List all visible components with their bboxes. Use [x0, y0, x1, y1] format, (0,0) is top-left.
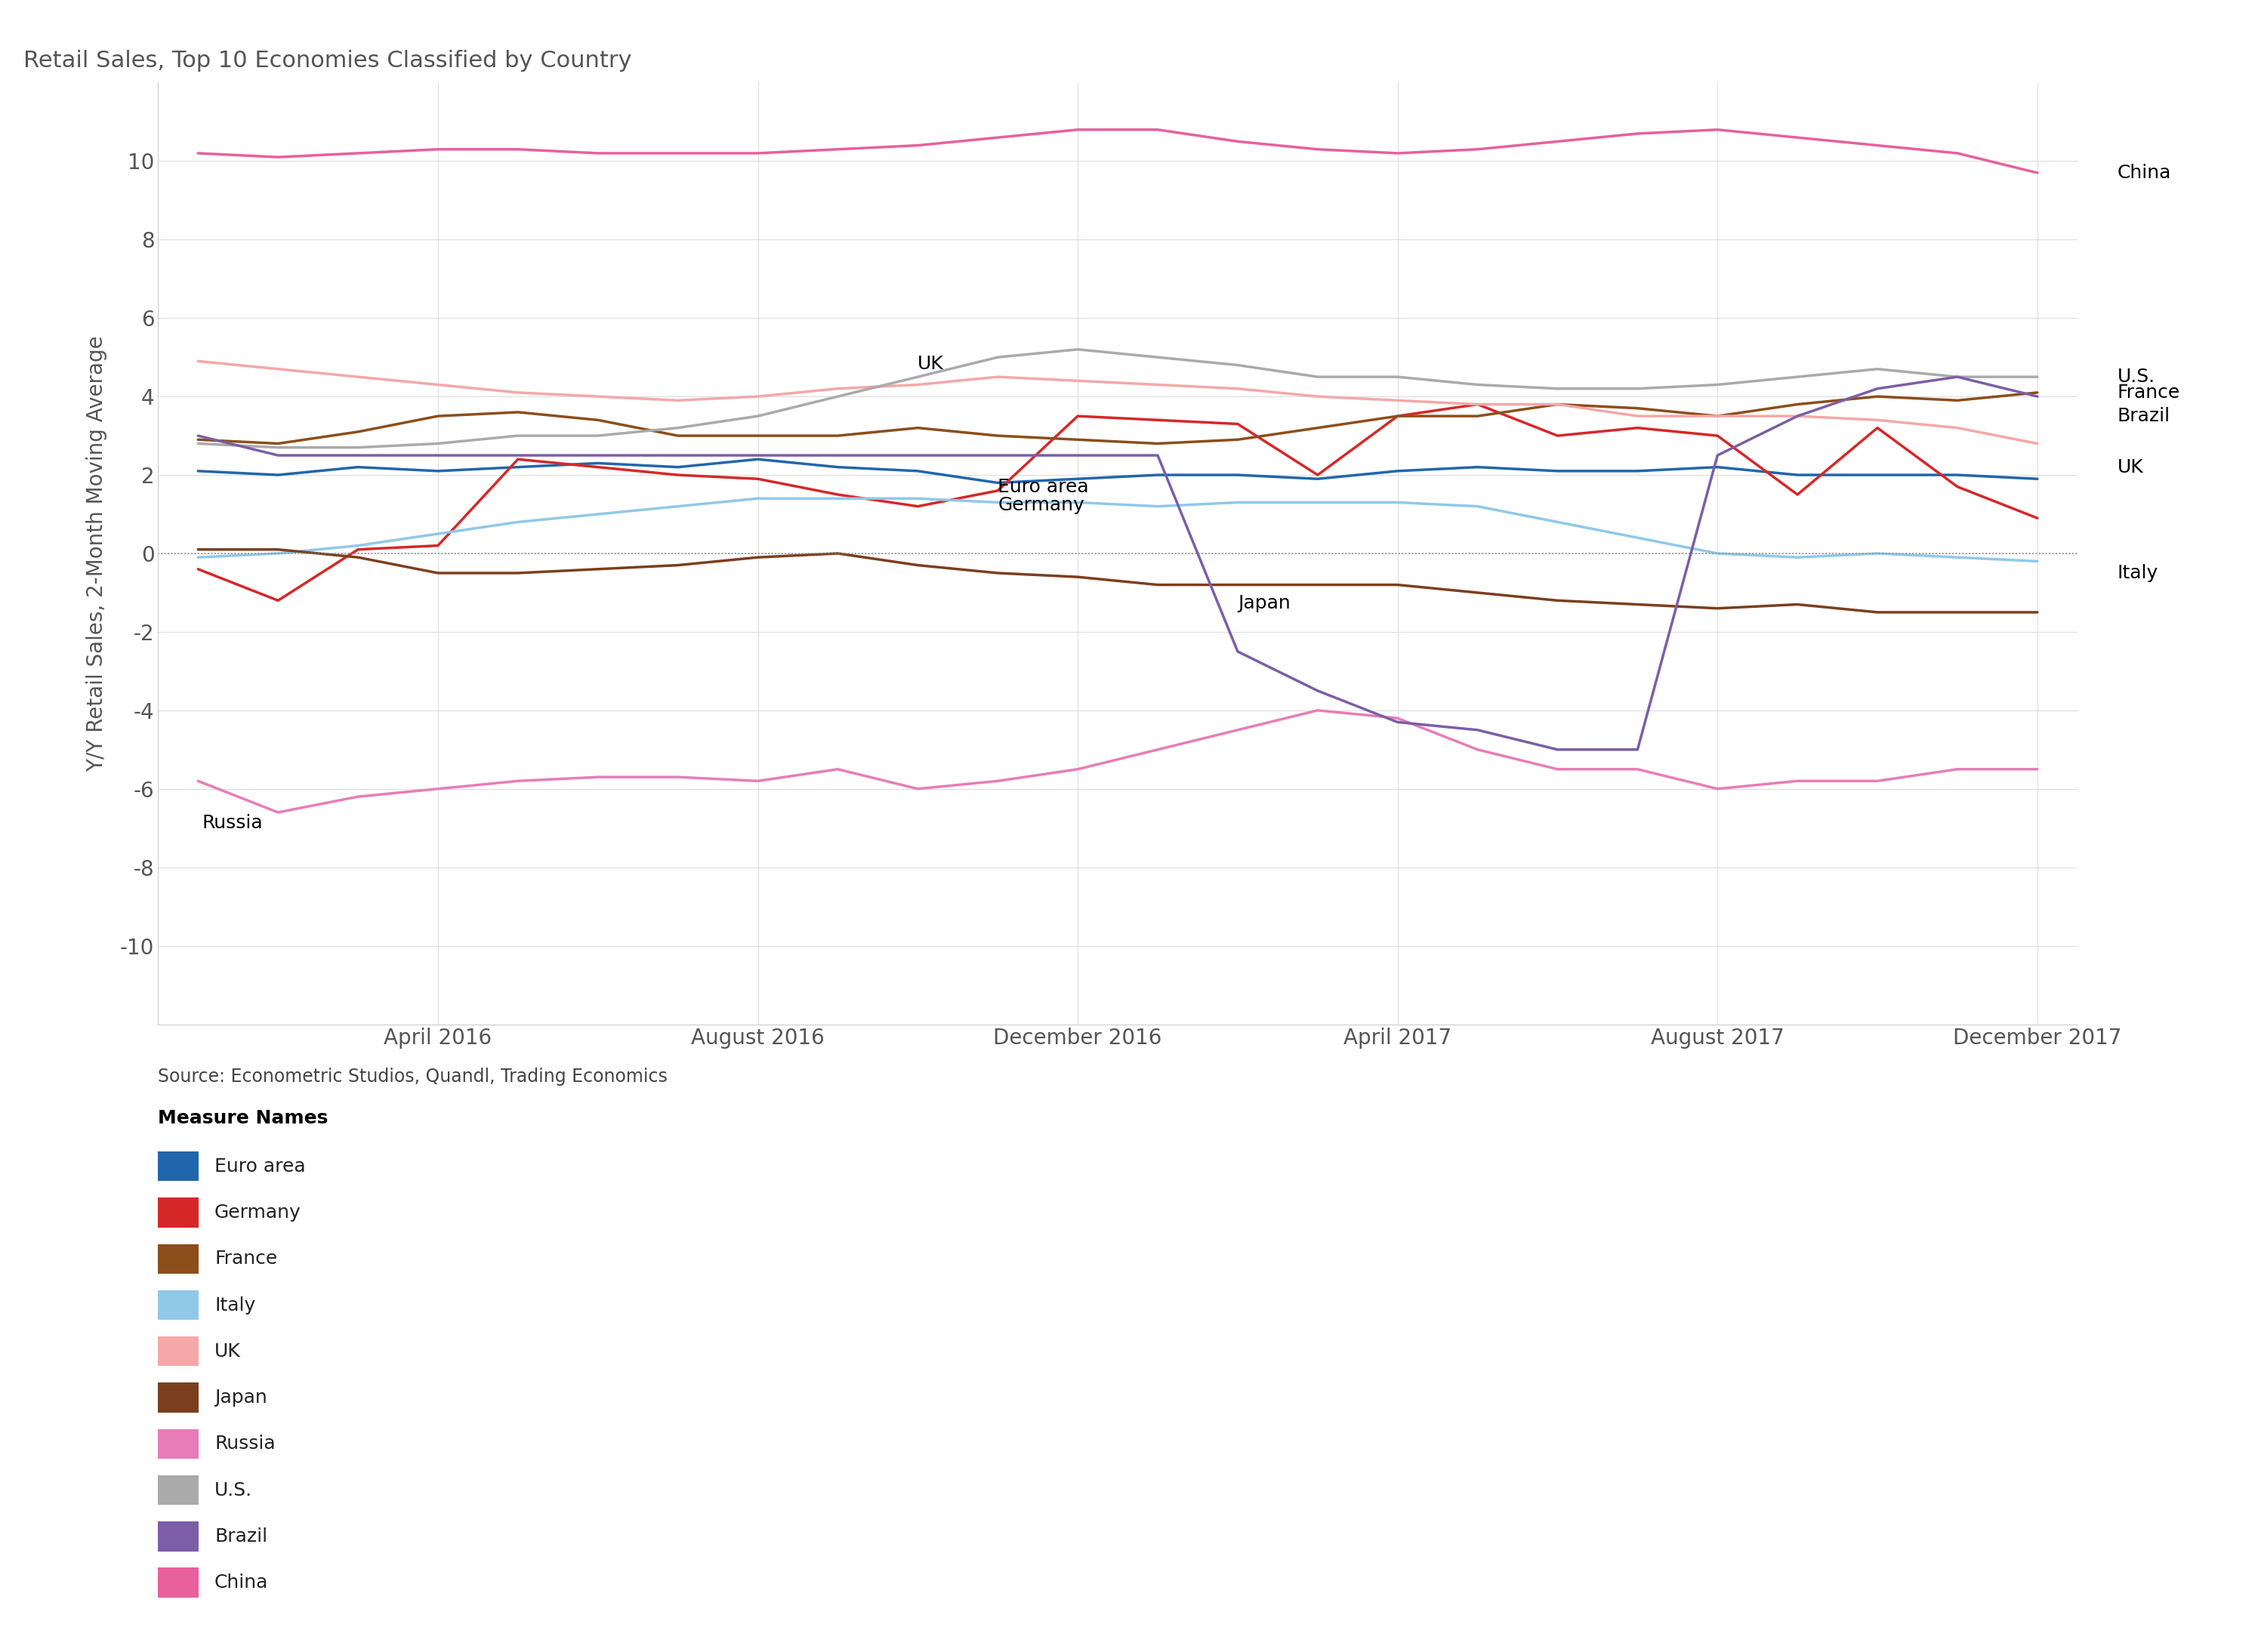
- Text: Russia: Russia: [215, 1436, 275, 1452]
- Text: Brazil: Brazil: [2118, 406, 2170, 425]
- Text: U.S.: U.S.: [215, 1482, 253, 1498]
- Text: Italy: Italy: [215, 1297, 255, 1313]
- Y-axis label: Y/Y Retail Sales, 2-Month Moving Average: Y/Y Retail Sales, 2-Month Moving Average: [86, 335, 108, 771]
- Text: France: France: [2118, 383, 2181, 401]
- Text: Germany: Germany: [998, 496, 1084, 514]
- Text: U.S.: U.S.: [2118, 368, 2154, 387]
- Text: Brazil: Brazil: [215, 1528, 266, 1545]
- Text: Russia: Russia: [201, 814, 262, 833]
- Text: UK: UK: [2118, 458, 2143, 476]
- Text: UK: UK: [215, 1343, 242, 1360]
- Text: Italy: Italy: [2118, 563, 2159, 582]
- Text: Japan: Japan: [1237, 595, 1289, 613]
- Text: China: China: [2118, 164, 2172, 182]
- Text: China: China: [215, 1574, 269, 1591]
- Text: Source: Econometric Studios, Quandl, Trading Economics: Source: Econometric Studios, Quandl, Tra…: [158, 1067, 668, 1085]
- Text: UK: UK: [917, 355, 944, 373]
- Text: Euro area: Euro area: [215, 1158, 305, 1175]
- Text: Retail Sales, Top 10 Economies Classified by Country: Retail Sales, Top 10 Economies Classifie…: [25, 50, 632, 71]
- Text: Measure Names: Measure Names: [158, 1108, 327, 1127]
- Text: Euro area: Euro area: [998, 479, 1088, 496]
- Text: Japan: Japan: [215, 1389, 266, 1406]
- Text: Germany: Germany: [215, 1204, 300, 1221]
- Text: France: France: [215, 1251, 278, 1267]
